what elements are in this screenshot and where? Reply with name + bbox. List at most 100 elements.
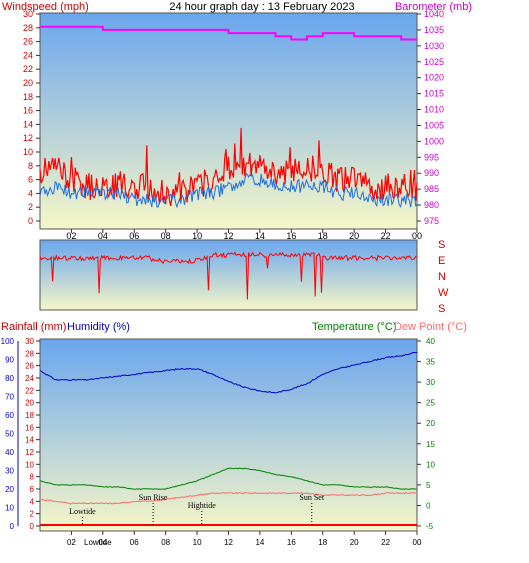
rain-y-tick-label: 2	[30, 510, 35, 519]
barometer-line	[40, 25, 417, 41]
rain-y-tick-label: 20	[25, 399, 34, 408]
wind-x-tick-label: 18	[318, 231, 328, 241]
rain-y-tick-label: 6	[30, 485, 35, 494]
chart-title: 24 hour graph day : 13 February 2023	[169, 1, 354, 13]
annotation-label: Hightide	[188, 501, 216, 510]
lower-x-tick-label: 16	[287, 538, 296, 547]
lower-x-tick-label: 02	[67, 538, 76, 547]
temp-y-tick-label: 40	[426, 337, 435, 346]
wind-y-tick-label: 8	[28, 161, 33, 171]
temp-y-tick-label: 25	[426, 399, 435, 408]
humidity-axis-label: Humidity (%)	[67, 321, 130, 333]
lower-x-tick-label: 06	[130, 538, 139, 547]
temp-y-tick-label: 15	[426, 440, 435, 449]
wind-y-tick-label: 16	[23, 106, 33, 116]
direction-plot-area	[39, 239, 418, 311]
humidity-y-tick-label: 90	[5, 356, 14, 365]
wind-y-tick-label: 22	[23, 64, 33, 74]
wind-x-tick-label: 20	[349, 231, 359, 241]
wind-y-tick-label: 10	[23, 147, 33, 157]
barometer-axis-label: Barometer (mb)	[395, 1, 472, 13]
wind-y-tick-label: 20	[23, 78, 33, 88]
lower-plot-area	[39, 338, 418, 532]
barometer-y-tick-label: 1040	[424, 9, 444, 19]
rain-y-tick-label: 26	[25, 362, 34, 371]
lower-x-tick-label: 00	[413, 538, 422, 547]
lower-x-tick-label: 08	[161, 538, 170, 547]
lower-x-tick-label: 22	[381, 538, 390, 547]
wind-series-layer	[39, 25, 418, 209]
barometer-y-tick-label: 990	[424, 168, 439, 178]
humidity-y-tick-label: 40	[5, 448, 14, 457]
humidity-y-tick-label: 100	[1, 337, 15, 346]
rain-y-tick-label: 12	[25, 448, 34, 457]
humidity-line	[39, 351, 418, 394]
barometer-y-tick-label: 980	[424, 200, 439, 210]
humidity-y-tick-label: 70	[5, 393, 14, 402]
wind-plot-area	[39, 12, 418, 230]
barometer-y-tick-label: 995	[424, 152, 439, 162]
wind-gust-line	[39, 127, 418, 207]
temperature-line	[39, 467, 418, 490]
wind-x-tick-label: 12	[223, 231, 233, 241]
compass-label: N	[438, 271, 446, 283]
wind-average-line	[39, 172, 418, 209]
barometer-y-tick-label: 1020	[424, 73, 444, 83]
barometer-y-tick-label: 1035	[424, 25, 444, 35]
lower-x-tick-label: 10	[193, 538, 202, 547]
humidity-y-tick-label: 50	[5, 430, 14, 439]
wind-x-tick-label: 22	[381, 231, 391, 241]
wind-y-tick-label: 12	[23, 133, 33, 143]
rain-y-tick-label: 18	[25, 411, 34, 420]
barometer-y-tick-label: 1000	[424, 136, 444, 146]
lower-x-tick-label: 04	[98, 538, 107, 547]
lower-x-tick-label: 14	[255, 538, 264, 547]
wind-y-tick-label: 14	[23, 119, 33, 129]
wind-y-tick-label: 18	[23, 92, 33, 102]
wind-x-tick-label: 02	[66, 231, 76, 241]
compass-label: S	[438, 303, 445, 315]
humidity-y-tick-label: 0	[10, 522, 15, 531]
rain-y-tick-label: 10	[25, 460, 34, 469]
wind-direction-line	[39, 251, 418, 300]
annotation-label: Sun Rise	[139, 493, 168, 502]
rain-y-tick-label: 30	[25, 337, 34, 346]
rain-y-tick-label: 14	[25, 436, 34, 445]
temp-y-tick-label: 5	[426, 481, 431, 490]
wind-y-tick-label: 28	[23, 23, 33, 33]
wind-y-tick-label: 0	[28, 216, 33, 226]
rain-y-tick-label: 28	[25, 349, 34, 358]
compass-label: S	[438, 239, 445, 251]
lower-x-tick-label: 18	[318, 538, 327, 547]
barometer-y-tick-label: 1015	[424, 89, 444, 99]
dewpoint-axis-label: Dew Point (°C)	[394, 321, 467, 333]
wind-y-tick-label: 4	[28, 188, 33, 198]
humidity-y-tick-label: 10	[5, 504, 14, 513]
axes-layer: 0246810121416182022242628309759809859909…	[1, 9, 444, 547]
temp-y-tick-label: 0	[426, 501, 431, 510]
wind-x-tick-label: 14	[255, 231, 265, 241]
wind-y-tick-label: 2	[28, 202, 33, 212]
annotation-label: Sun Set	[299, 493, 324, 502]
temp-y-tick-label: 20	[426, 419, 435, 428]
wind-y-tick-label: 26	[23, 37, 33, 47]
barometer-y-tick-label: 1005	[424, 120, 444, 130]
rain-y-tick-label: 16	[25, 423, 34, 432]
lower-x-tick-label: 12	[224, 538, 233, 547]
dewpoint-line	[40, 492, 418, 505]
barometer-y-tick-label: 985	[424, 184, 439, 194]
barometer-y-tick-label: 975	[424, 216, 439, 226]
rain-y-tick-label: 24	[25, 374, 34, 383]
humidity-y-tick-label: 30	[5, 467, 14, 476]
rain-y-tick-label: 4	[30, 497, 35, 506]
humidity-y-tick-label: 80	[5, 374, 14, 383]
rain-axis-label: Rainfall (mm)	[1, 321, 66, 333]
humidity-y-tick-label: 60	[5, 411, 14, 420]
rain-y-tick-label: 22	[25, 386, 34, 395]
humidity-y-tick-label: 20	[5, 485, 14, 494]
wind-y-tick-label: 30	[23, 9, 33, 19]
temp-y-tick-label: 30	[426, 378, 435, 387]
lower-series-layer: Lowtide Sun Rise Hightide Sun Set	[39, 351, 418, 526]
annotation-label: Lowtide	[69, 507, 96, 516]
